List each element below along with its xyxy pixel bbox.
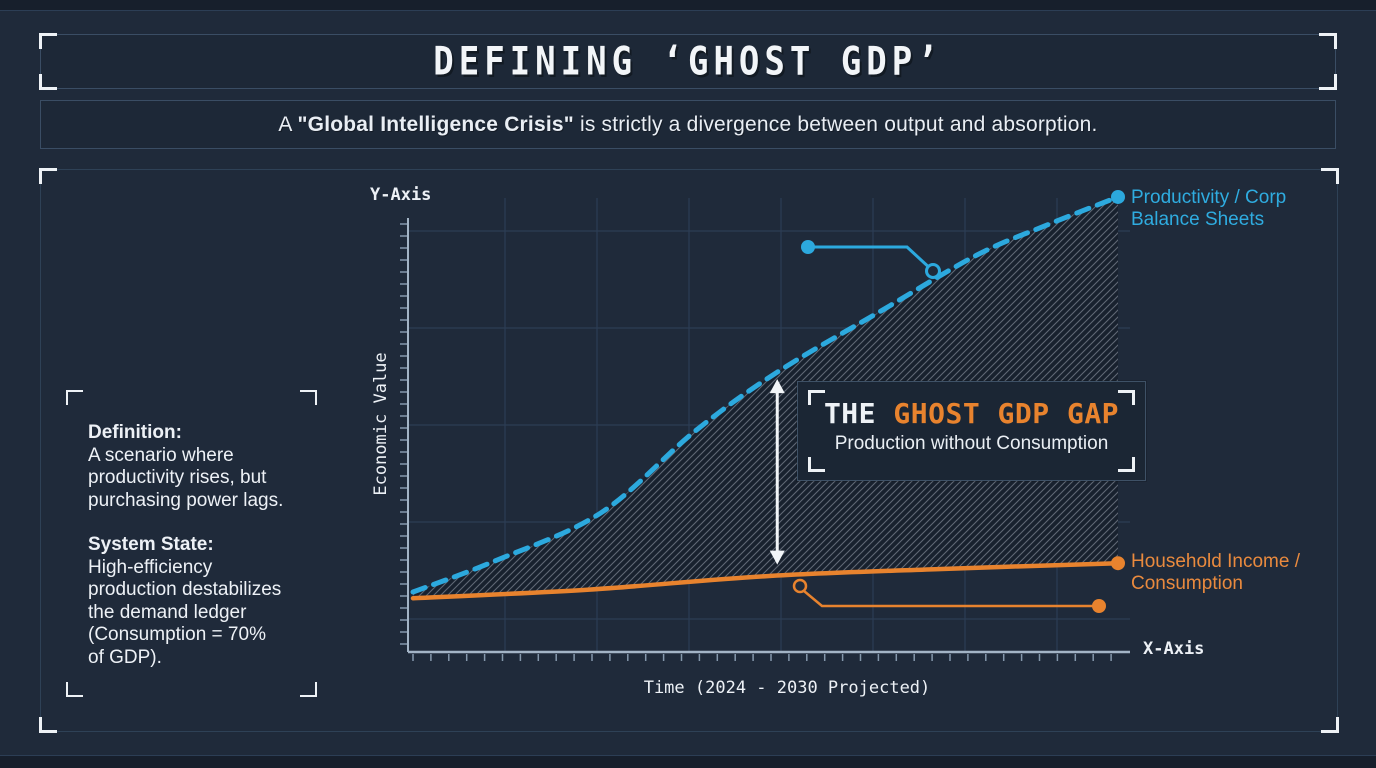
system-state-heading: System State: [88,534,214,555]
productivity-line [410,194,1121,595]
bracket-corner-icon [300,390,317,405]
x-axis-label: X-Axis [1143,639,1205,659]
bracket-corner-icon [66,390,83,405]
gap-arrow-icon [769,379,785,565]
ghost-gdp-gap-callout: THE GHOST GDP GAP Production without Con… [797,381,1146,481]
definition-text: Definition: A scenario where productivit… [88,422,283,669]
axes [400,218,1130,661]
bracket-corner-icon [66,682,83,697]
definition-panel: Definition: A scenario where productivit… [66,390,317,697]
legend-productivity: Productivity / Corp Balance Sheets [1131,187,1287,230]
gap-title-prefix: THE [823,397,894,430]
gap-subtitle: Production without Consumption [834,433,1109,454]
y-axis-label: Y-Axis [370,185,432,205]
household-end-dot [1111,556,1125,571]
gap-hatched-area [413,197,1118,599]
bracket-corner-icon [808,457,825,472]
bottom-border-band [0,755,1376,768]
subtitle-bold: "Global Intelligence Crisis" [297,112,574,136]
title-frame: DEFINING ‘GHOST GDP’ [39,33,1337,90]
household-line [410,560,1121,601]
definition-body: A scenario where productivity rises, but… [88,444,284,511]
page-title: DEFINING ‘GHOST GDP’ [433,38,943,85]
productivity-end-dot [1111,189,1125,204]
bracket-corner-icon [300,682,317,697]
subtitle-frame: A "Global Intelligence Crisis" is strict… [40,100,1336,149]
y-axis-title: Economic Value [371,352,391,496]
household-callout-connector [792,578,1106,613]
subtitle-rest: is strictly a divergence between output … [573,112,1098,136]
x-axis-title: Time (2024 - 2030 Projected) [643,678,931,698]
gap-title-highlight: GHOST GDP GAP [893,397,1120,430]
bracket-corner-icon [1118,457,1135,472]
subtitle: A "Global Intelligence Crisis" is strict… [41,101,1335,148]
gap-title: THE GHOST GDP GAP [798,397,1145,430]
annotations [769,189,1125,613]
subtitle-prefix: A [278,112,298,136]
productivity-callout-connector [801,240,941,279]
system-state-body: High-efficiency production destabilizes … [88,556,282,668]
series-lines [410,194,1121,601]
legend-household: Household Income / Consumption [1131,551,1300,594]
definition-heading: Definition: [88,422,182,443]
top-border-band [0,0,1376,11]
